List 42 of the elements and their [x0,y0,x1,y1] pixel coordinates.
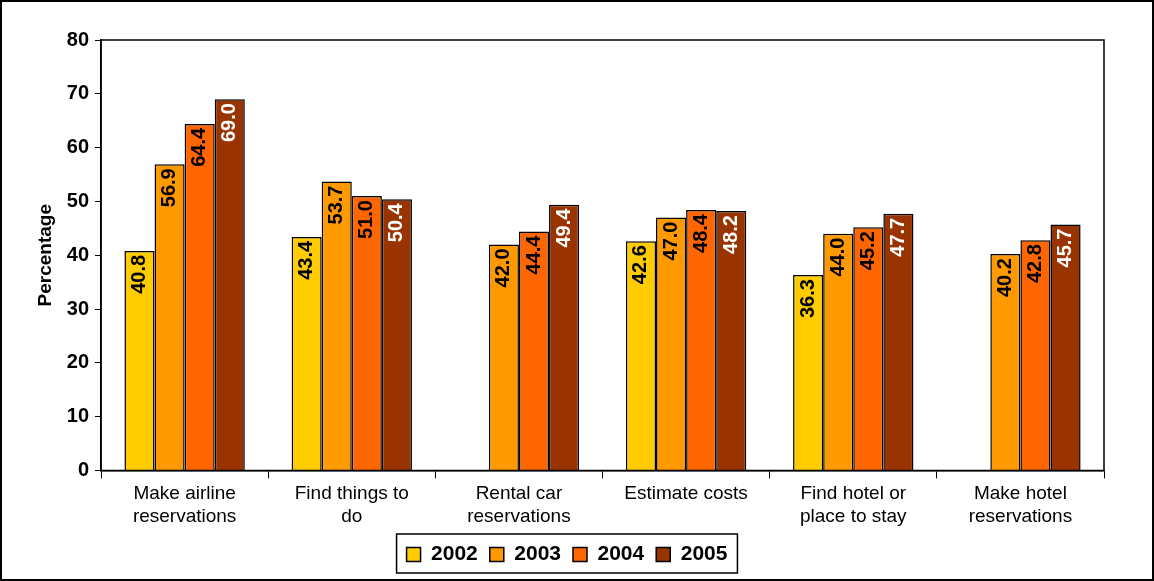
data-label: 42.6 [628,245,651,285]
data-label: 47.7 [885,217,908,257]
data-label: 36.3 [795,279,818,319]
data-label: 53.7 [324,185,347,225]
y-tick-label: 0 [77,457,90,480]
data-label: 50.4 [384,202,407,243]
data-label: 44.4 [521,234,544,275]
data-label: 51.0 [354,200,377,239]
x-tick-label: Find things to do [294,482,409,526]
y-tick-label: 20 [66,350,90,373]
data-label: 42.8 [1022,244,1045,284]
data-label: 40.2 [992,258,1015,298]
data-label: 42.0 [491,248,514,288]
data-label: 69.0 [217,103,240,143]
data-label: 45.7 [1053,228,1076,268]
x-tick-label: Make hotel reservations [968,482,1073,526]
data-label: 45.2 [855,231,878,271]
y-axis-title: Percentage [33,203,55,307]
y-tick-label: 70 [66,81,90,104]
data-label: 40.8 [127,254,150,294]
data-label: 64.4 [187,127,210,167]
data-label: 49.4 [551,207,574,248]
y-tick-label: 60 [66,135,90,158]
y-tick-label: 80 [66,27,90,50]
data-label: 56.9 [157,168,180,208]
data-label: 48.2 [718,215,741,255]
data-label: 43.4 [294,240,317,280]
data-label: 48.4 [688,213,711,253]
legend-label: 2003 [514,541,561,565]
y-tick-label: 30 [66,296,90,319]
data-label: 44.0 [825,237,848,277]
x-tick-label: Estimate costs [624,482,748,504]
legend-label: 2005 [680,541,728,565]
x-tick-label: Rental car reservations [467,482,571,526]
legend-label: 2004 [597,541,645,565]
y-tick-label: 10 [66,404,90,427]
legend-label: 2002 [431,541,478,565]
x-tick-label: Make airline reservations [132,482,237,526]
x-tick-label: Find hotel or place to stay [799,482,908,526]
y-tick-label: 40 [66,242,90,265]
y-tick-label: 50 [66,188,90,211]
data-label: 47.0 [658,221,681,261]
